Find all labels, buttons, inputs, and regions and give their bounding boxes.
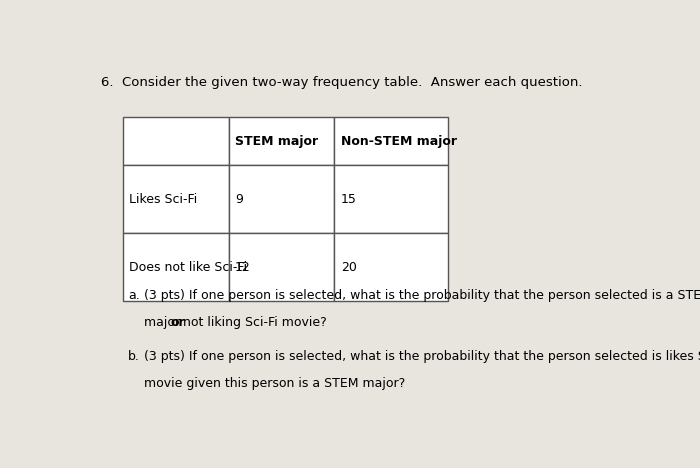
Text: STEM major: STEM major — [235, 135, 318, 148]
Text: Non-STEM major: Non-STEM major — [341, 135, 457, 148]
Text: 9: 9 — [235, 193, 243, 206]
Text: b.: b. — [128, 350, 140, 363]
Text: Does not like Sci-Fi: Does not like Sci-Fi — [130, 261, 247, 274]
Text: (3 pts) If one person is selected, what is the probability that the person selec: (3 pts) If one person is selected, what … — [144, 350, 700, 363]
Text: major: major — [144, 315, 185, 329]
Bar — [122, 233, 228, 301]
Bar — [335, 165, 448, 233]
Bar — [335, 117, 448, 165]
Text: Likes Sci-Fi: Likes Sci-Fi — [130, 193, 197, 206]
Bar — [228, 117, 335, 165]
Text: 12: 12 — [235, 261, 251, 274]
Text: (3 pts) If one person is selected, what is the probability that the person selec: (3 pts) If one person is selected, what … — [144, 289, 700, 301]
Bar — [228, 165, 335, 233]
Text: 20: 20 — [341, 261, 357, 274]
Text: or: or — [170, 315, 185, 329]
Text: 15: 15 — [341, 193, 357, 206]
Text: 6.  Consider the given two-way frequency table.  Answer each question.: 6. Consider the given two-way frequency … — [101, 76, 582, 89]
Bar — [122, 165, 228, 233]
Text: a.: a. — [128, 289, 140, 301]
Text: movie given this person is a STEM major?: movie given this person is a STEM major? — [144, 377, 406, 390]
Text: not liking Sci-Fi movie?: not liking Sci-Fi movie? — [178, 315, 326, 329]
Bar — [228, 233, 335, 301]
Bar — [335, 233, 448, 301]
Bar — [122, 117, 228, 165]
